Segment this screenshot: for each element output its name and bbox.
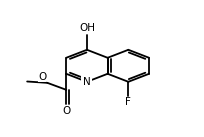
- Text: OH: OH: [79, 23, 95, 33]
- Text: O: O: [62, 105, 70, 115]
- Text: F: F: [125, 97, 131, 107]
- Text: O: O: [38, 72, 46, 82]
- Text: N: N: [83, 77, 91, 87]
